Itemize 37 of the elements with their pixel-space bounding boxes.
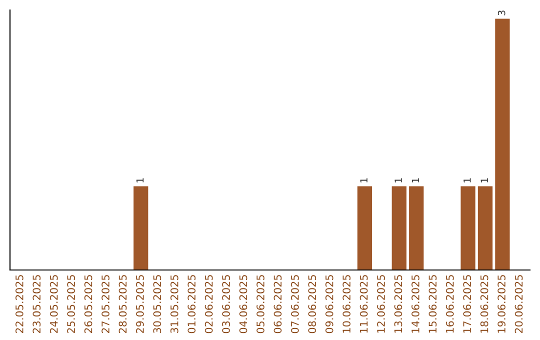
x-tick-label: 01.06.2025 [188, 275, 196, 334]
x-tick-label: 25.05.2025 [67, 275, 76, 334]
x-tick-label: 05.06.2025 [256, 275, 264, 334]
x-tick-label: 17.06.2025 [463, 275, 472, 333]
x-tick-label: 26.05.2025 [84, 275, 92, 334]
x-tick-label: 12.06.2025 [377, 275, 385, 333]
data-label: 1 [394, 178, 402, 182]
x-tick-label: 15.06.2025 [428, 275, 437, 333]
x-tick-label: 29.05.2025 [136, 275, 144, 334]
x-tick-label: 10.06.2025 [342, 275, 351, 333]
x-tick-label: 31.05.2025 [170, 275, 178, 334]
x-tick-label: 22.05.2025 [15, 275, 24, 334]
data-label: 1 [480, 178, 488, 182]
data-label: 1 [412, 178, 420, 182]
x-tick-label: 13.06.2025 [394, 275, 402, 333]
x-tick-label: 02.06.2025 [204, 275, 213, 334]
x-tick-label: 27.05.2025 [102, 275, 110, 334]
data-label: 1 [360, 178, 368, 182]
x-tick-label: 18.06.2025 [480, 275, 488, 333]
data-label: 1 [464, 178, 471, 182]
x-tick-label: 11.06.2025 [360, 275, 368, 333]
x-tick-label: 20.06.2025 [514, 275, 523, 334]
data-label: 3 [498, 10, 506, 16]
x-tick-label: 08.06.2025 [308, 275, 316, 334]
x-tick-label: 16.06.2025 [446, 275, 454, 333]
x-tick-label: 24.05.2025 [50, 275, 58, 334]
x-tick-label: 19.06.2025 [498, 275, 506, 333]
x-tick-label: 28.05.2025 [118, 275, 127, 334]
x-tick-label: 06.06.2025 [274, 275, 282, 334]
x-tick-label: 23.05.2025 [32, 275, 41, 334]
x-tick-label: 04.06.2025 [239, 275, 248, 334]
x-tick-label: 03.06.2025 [222, 275, 230, 334]
x-tick-label: 07.06.2025 [290, 275, 299, 334]
x-tick-label: 09.06.2025 [325, 275, 334, 334]
data-label: 1 [136, 178, 144, 182]
x-tick-label: 14.06.2025 [412, 275, 420, 333]
x-tick-label: 30.05.2025 [153, 275, 162, 334]
